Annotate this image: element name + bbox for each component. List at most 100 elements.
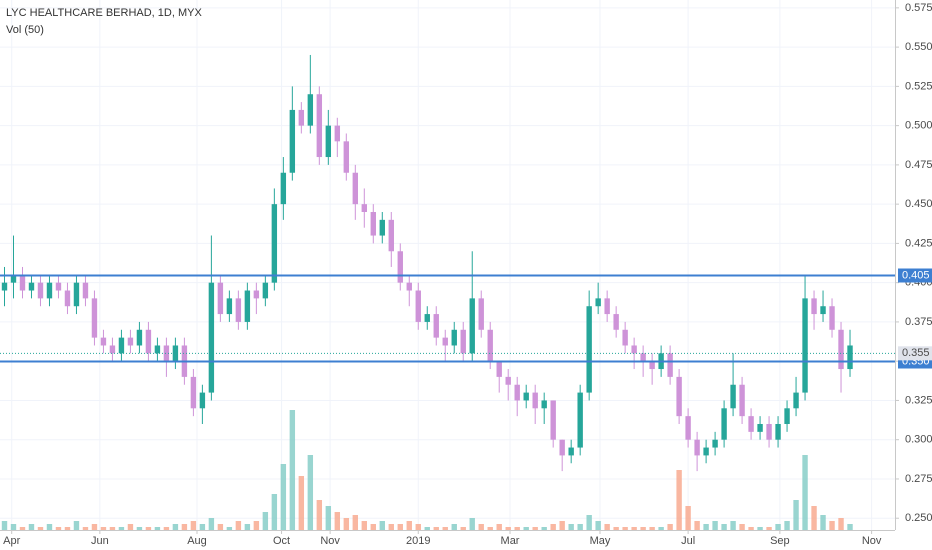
volume-label: Vol (50) xyxy=(6,24,44,36)
candle-body xyxy=(721,408,727,440)
volume-bar xyxy=(847,524,853,530)
candle-body xyxy=(703,447,709,456)
candle-body xyxy=(127,337,134,346)
volume-bar xyxy=(496,524,502,530)
candle-body xyxy=(838,329,844,370)
candle-body xyxy=(802,298,808,393)
candle-body xyxy=(766,424,772,440)
candle-body xyxy=(541,400,547,409)
candle-body xyxy=(100,337,107,346)
candle-body xyxy=(847,345,853,370)
candle-body xyxy=(505,376,511,385)
volume-bar xyxy=(604,524,610,530)
volume-bar xyxy=(262,512,269,530)
volume-bar xyxy=(505,527,511,530)
volume-bar xyxy=(235,521,242,530)
volume-bar xyxy=(217,524,224,530)
y-tick-label: 0.525 xyxy=(905,80,932,92)
volume-bar xyxy=(154,527,161,530)
candle-body xyxy=(649,361,655,370)
candle-body xyxy=(568,447,574,456)
candle-body xyxy=(154,345,161,354)
candle-body xyxy=(136,329,143,346)
candle-body xyxy=(739,384,745,417)
candle-body xyxy=(316,94,323,158)
x-tick-label: Nov xyxy=(862,535,882,547)
volume-bar xyxy=(82,527,89,530)
y-tick-label: 0.425 xyxy=(905,237,932,249)
volume-bar xyxy=(775,524,781,530)
candle-body xyxy=(190,376,197,409)
candle-body xyxy=(199,392,206,409)
candle-body xyxy=(586,306,592,393)
candle-body xyxy=(667,353,673,377)
candle-body xyxy=(163,345,170,362)
volume-bar xyxy=(73,521,80,530)
candle-body xyxy=(784,408,790,424)
volume-bar xyxy=(145,527,152,530)
candle-body xyxy=(604,298,610,315)
last-price-box xyxy=(898,346,932,361)
candle-body xyxy=(469,298,475,354)
volume-bar xyxy=(370,524,376,530)
volume-bar xyxy=(460,527,466,530)
candle-body xyxy=(334,125,341,142)
volume-bar xyxy=(199,524,206,530)
candle-body xyxy=(19,274,26,291)
candle-body xyxy=(487,329,493,362)
candle-body xyxy=(253,290,260,299)
volume-bar xyxy=(703,524,709,530)
candle-body xyxy=(91,298,98,338)
volume-bar xyxy=(586,515,592,530)
volume-bar xyxy=(622,527,628,530)
volume-bar xyxy=(415,524,421,530)
candle-body xyxy=(28,282,35,291)
volume-bar xyxy=(190,521,197,530)
candle-body xyxy=(1,282,8,291)
volume-bar xyxy=(334,512,341,530)
candle-body xyxy=(244,290,251,322)
x-tick-label: Jul xyxy=(681,535,695,547)
candle-body xyxy=(451,329,457,346)
volume-bar xyxy=(667,524,673,530)
chart-title: LYC HEALTHCARE BERHAD, 1D, MYX xyxy=(6,7,202,19)
volume-bar xyxy=(343,518,350,530)
volume-bar xyxy=(244,524,251,530)
x-tick-label: Nov xyxy=(320,535,340,547)
candle-body xyxy=(757,424,763,432)
volume-bar xyxy=(730,521,736,530)
volume-bar xyxy=(271,494,278,530)
volume-bar xyxy=(1,521,8,530)
volume-bar xyxy=(649,527,655,530)
volume-bar xyxy=(559,521,565,530)
candle-body xyxy=(361,204,367,212)
candle-body xyxy=(118,337,125,354)
volume-bar xyxy=(10,524,17,530)
volume-bar xyxy=(739,524,745,530)
volume-bar xyxy=(469,518,475,530)
volume-bar xyxy=(46,524,53,530)
candle-body xyxy=(46,282,53,299)
x-tick-label: Apr xyxy=(3,535,20,547)
volume-bar xyxy=(352,515,358,530)
x-tick-label: Mar xyxy=(501,535,520,547)
volume-bar xyxy=(433,527,439,530)
volume-bar xyxy=(487,527,493,530)
y-tick-label: 0.325 xyxy=(905,394,932,406)
volume-bar xyxy=(784,521,790,530)
volume-bar xyxy=(577,524,583,530)
candle-layer xyxy=(1,54,853,472)
volume-bar xyxy=(118,527,125,530)
candle-body xyxy=(577,392,583,448)
volume-bar xyxy=(541,527,547,530)
x-tick-label: Oct xyxy=(273,535,290,547)
volume-bar xyxy=(568,524,574,530)
volume-bar xyxy=(64,527,71,530)
volume-bar xyxy=(595,521,601,530)
candle-body xyxy=(379,219,385,236)
y-tick-label: 0.375 xyxy=(905,316,932,328)
y-tick-label: 0.500 xyxy=(905,120,932,132)
volume-bar xyxy=(424,527,430,530)
candle-body xyxy=(532,392,538,409)
